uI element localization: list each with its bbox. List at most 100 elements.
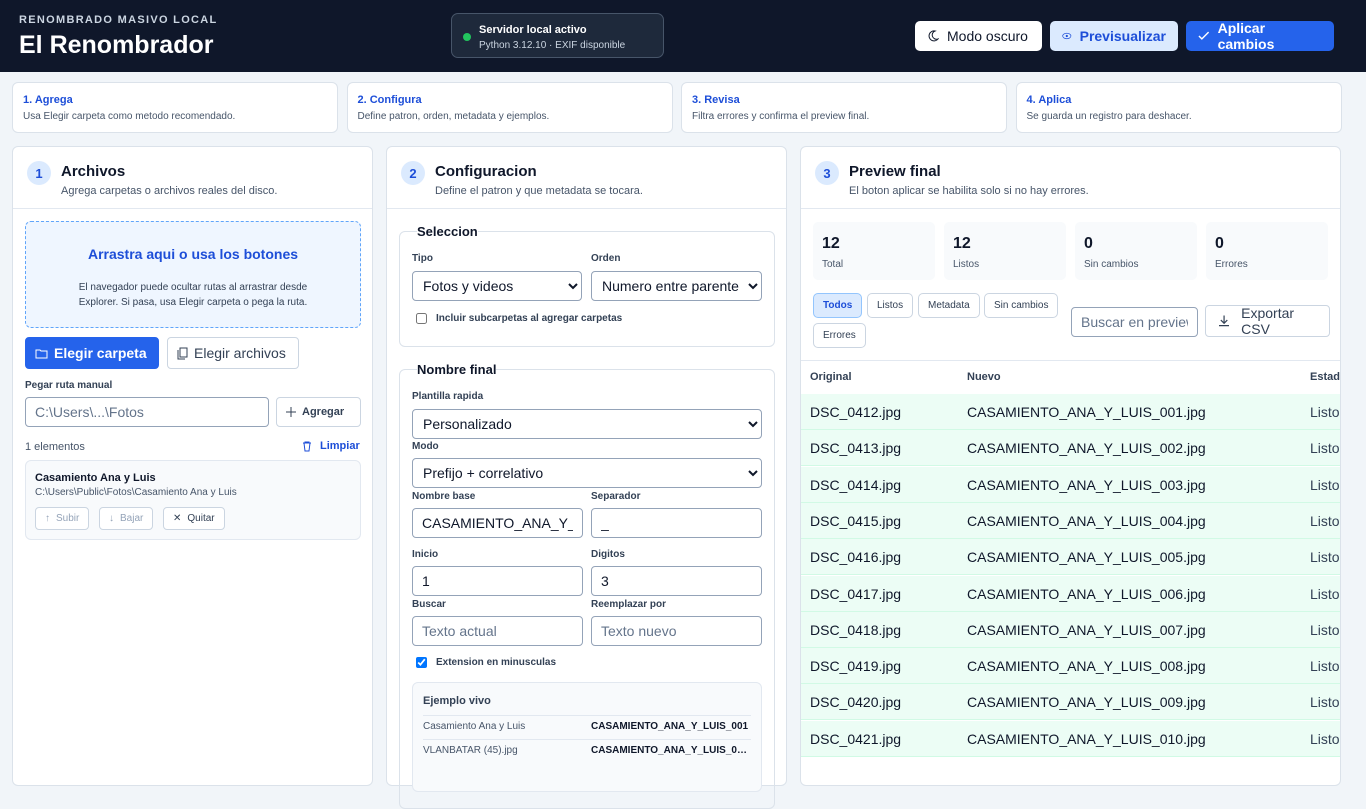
label: Previsualizar (1079, 28, 1166, 44)
new-name: CASAMIENTO_ANA_Y_LUIS_007.jpg (967, 621, 1206, 638)
status: Listo (1310, 476, 1340, 493)
remove-button[interactable]: ✕ Quitar (163, 507, 225, 530)
status: Listo (1310, 440, 1340, 457)
original-name: DSC_0419.jpg (810, 658, 902, 675)
type-select[interactable]: Fotos y videos (412, 271, 582, 301)
table-row: DSC_0415.jpg CASAMIENTO_ANA_Y_LUIS_004.jp… (801, 502, 1340, 539)
step-title: 4. Aplica (1026, 94, 1072, 106)
order-select[interactable]: Numero entre parentesis (591, 271, 762, 301)
export-button[interactable]: Exportar CSV (1205, 305, 1330, 337)
eyebrow: RENOMBRADO MASIVO LOCAL (19, 14, 218, 26)
stat-label: Listos (953, 259, 980, 270)
original-name: DSC_0420.jpg (810, 694, 902, 711)
stat-label: Errores (1215, 259, 1248, 270)
panel-subtitle: Define el patron y que metadata se tocar… (435, 185, 643, 197)
table-row: DSC_0412.jpg CASAMIENTO_ANA_Y_LUIS_001.jp… (801, 394, 1340, 430)
status-title: Servidor local activo (479, 24, 587, 36)
base-label: Nombre base (412, 491, 476, 502)
panel-number: 3 (815, 161, 839, 185)
search-input[interactable] (412, 616, 583, 646)
lowercase-checkbox[interactable]: Extension en minusculas (416, 657, 556, 668)
step-title: 1. Agrega (23, 94, 73, 106)
label: Elegir archivos (194, 345, 286, 361)
filter-chip[interactable]: Todos (813, 293, 863, 318)
table-row: DSC_0413.jpg CASAMIENTO_ANA_Y_LUIS_002.jp… (801, 430, 1340, 467)
filter-chip[interactable]: Listos (867, 293, 914, 318)
template-select[interactable]: Personalizado (412, 409, 762, 439)
step-card: 4. Aplica Se guarda un registro para desh… (1015, 82, 1342, 133)
status: Listo (1310, 621, 1340, 638)
table-row: DSC_0419.jpg CASAMIENTO_ANA_Y_LUIS_008.jp… (801, 648, 1340, 685)
stat-card: 0 Sin cambios (1075, 222, 1197, 280)
example-divider (423, 739, 751, 740)
label: Elegir carpeta (54, 345, 147, 361)
status: Listo (1310, 730, 1340, 747)
item-name: Casamiento Ana y Luis (35, 472, 156, 484)
table-row: DSC_0421.jpg CASAMIENTO_ANA_Y_LUIS_010.jp… (801, 720, 1340, 757)
filter-chip[interactable]: Errores (813, 323, 866, 348)
original-name: DSC_0418.jpg (810, 621, 902, 638)
header: RENOMBRADO MASIVO LOCAL El Renombrador S… (0, 0, 1366, 72)
step-text: Usa Elegir carpeta como metodo recomenda… (23, 111, 236, 122)
example-new: CASAMIENTO_ANA_Y_LUIS_001.jpg (591, 745, 751, 756)
example-title: Ejemplo vivo (423, 695, 491, 707)
stat-value: 12 (822, 235, 840, 252)
column-header: Original (810, 371, 852, 383)
apply-button[interactable]: Aplicar cambios (1186, 20, 1334, 52)
label: Subir (56, 513, 80, 524)
separator-input[interactable] (591, 508, 762, 538)
up-button[interactable]: ↑ Subir (35, 507, 90, 530)
choose-folder-button[interactable]: Elegir carpeta (25, 337, 159, 369)
item-path: C:\Users\Public\Fotos\Casamiento Ana y L… (35, 487, 237, 498)
clear-button[interactable]: Limpiar (302, 440, 360, 452)
step-title: 2. Configura (357, 94, 422, 106)
original-name: DSC_0412.jpg (810, 404, 902, 420)
label: Aplicar cambios (1217, 20, 1275, 52)
status: Listo (1310, 549, 1340, 566)
template-label: Plantilla rapida (412, 391, 484, 402)
panel-subtitle: El boton aplicar se habilita solo si no … (849, 185, 1089, 197)
manual-path-input[interactable] (25, 397, 269, 427)
down-button[interactable]: ↓ Bajar (99, 507, 154, 530)
stat-value: 12 (953, 235, 971, 252)
step-card: 2. Configura Define patron, orden, metada… (346, 82, 673, 133)
status-detail: Python 3.12.10 · EXIF disponible (479, 40, 626, 51)
separator-label: Separador (591, 491, 641, 502)
subfolders-checkbox[interactable]: Incluir subcarpetas al agregar carpetas (416, 313, 622, 324)
replace-input[interactable] (591, 616, 762, 646)
status: Listo (1310, 404, 1340, 420)
drop-title: Arrastra aqui o usa los botones (87, 246, 299, 262)
digits-input[interactable] (591, 566, 762, 596)
base-input[interactable] (412, 508, 583, 538)
stat-value: 0 (1084, 235, 1093, 252)
step-title: 3. Revisa (692, 94, 740, 106)
filter-chip[interactable]: Metadata (918, 293, 980, 318)
filter-chip[interactable]: Sin cambios (984, 293, 1059, 318)
panel-subtitle: Agrega carpetas o archivos reales del di… (61, 185, 278, 197)
status: Listo (1310, 694, 1340, 711)
app-title: El Renombrador (19, 31, 214, 59)
new-name: CASAMIENTO_ANA_Y_LUIS_004.jpg (967, 512, 1206, 529)
start-label: Inicio (412, 549, 439, 560)
stat-value: 0 (1215, 235, 1224, 252)
drop-zone[interactable]: Arrastra aqui o usa los botones El naveg… (25, 221, 361, 328)
preview-button[interactable]: Previsualizar (1050, 21, 1178, 51)
example-original: Casamiento Ana y Luis (423, 721, 526, 732)
preview-search[interactable] (1071, 307, 1198, 337)
add-button[interactable]: Agregar (276, 397, 361, 427)
choose-files-button[interactable]: Elegir archivos (167, 337, 299, 369)
start-input[interactable] (412, 566, 583, 596)
mode-select[interactable]: Prefijo + correlativo (412, 458, 762, 488)
replace-label: Reemplazar por (591, 599, 667, 610)
dark-mode-button[interactable]: Modo oscuro (915, 21, 1042, 51)
stat-label: Total (822, 259, 844, 270)
status: Listo (1310, 658, 1340, 675)
files-panel: 1 Archivos Agrega carpetas o archivos re… (12, 146, 373, 786)
manual-label: Pegar ruta manual (25, 380, 113, 391)
status: Listo (1310, 585, 1340, 602)
original-name: DSC_0417.jpg (810, 585, 902, 602)
type-label: Tipo (412, 253, 433, 264)
label: Limpiar (320, 440, 360, 452)
status: Listo (1310, 512, 1340, 529)
table-row: DSC_0420.jpg CASAMIENTO_ANA_Y_LUIS_009.jp… (801, 684, 1340, 721)
